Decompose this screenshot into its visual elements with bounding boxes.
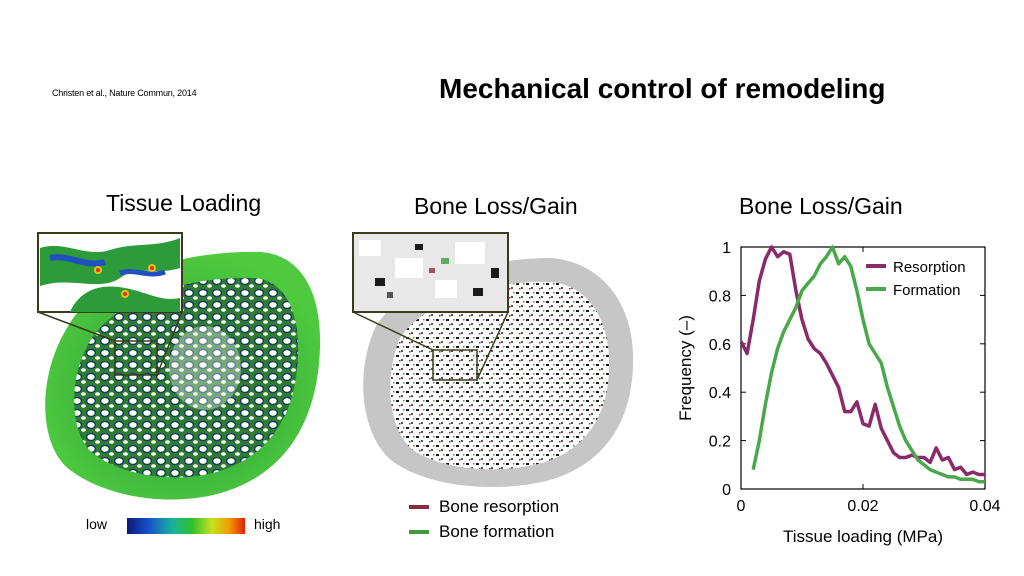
legend-swatch-formation — [409, 530, 429, 534]
zoom-inset-2 — [352, 232, 509, 313]
chart-axes: 0 0.02 0.04 0 0.2 0.4 0.6 0.8 1 — [709, 240, 1001, 515]
legend-label-formation: Formation — [893, 282, 961, 299]
y-tick-label: 0 — [722, 482, 731, 499]
y-tick-label: 0.4 — [709, 385, 731, 402]
legend-label-formation: Bone formation — [439, 522, 555, 541]
trabecular-region — [74, 277, 299, 478]
bone-loss-gain-image — [352, 232, 634, 488]
remodeling-region — [390, 281, 610, 470]
series-line-resorption — [739, 245, 985, 477]
colorbar — [127, 518, 245, 534]
y-tick-label: 1 — [722, 240, 731, 257]
frequency-chart: 0 0.02 0.04 0 0.2 0.4 0.6 0.8 1 Resorption Format… — [676, 240, 1001, 546]
panel-title-bone-loss-gain-map: Bone Loss/Gain — [414, 193, 578, 219]
x-tick-label: 0.04 — [969, 498, 1000, 515]
chart-lines — [739, 245, 985, 484]
citation: Christen et al., Nature Commun, 2014 — [52, 88, 197, 98]
zoom-region-box — [114, 340, 158, 376]
colorbar-low-label: low — [86, 516, 108, 532]
legend-label-resorption: Resorption — [893, 259, 966, 276]
y-tick-label: 0.8 — [709, 288, 731, 305]
series-line-formation — [751, 245, 985, 484]
chart-legend: Resorption Formation — [866, 259, 966, 299]
chart-y-axis-label: Frequency (–) — [676, 315, 695, 421]
legend-item-bone-formation: Bone formation — [409, 522, 554, 542]
panel-title-tissue-loading: Tissue Loading — [106, 190, 262, 216]
legend-label-resorption: Bone resorption — [439, 497, 560, 516]
chart-x-axis-label: Tissue loading (MPa) — [783, 527, 943, 546]
slide-title: Mechanical control of remodeling — [439, 73, 886, 104]
panel-title-bone-loss-gain-plot: Bone Loss/Gain — [739, 193, 903, 219]
x-tick-label: 0.02 — [847, 498, 878, 515]
x-tick-label: 0 — [737, 498, 746, 515]
legend-item-bone-resorption: Bone resorption — [409, 497, 559, 517]
colorbar-high-label: high — [254, 516, 281, 532]
zoom-inset — [37, 232, 183, 313]
tissue-loading-image — [37, 232, 321, 500]
y-tick-label: 0.6 — [709, 337, 731, 354]
zoom-region-box-2 — [432, 349, 478, 381]
y-tick-label: 0.2 — [709, 434, 731, 451]
legend-swatch-resorption — [409, 505, 429, 509]
